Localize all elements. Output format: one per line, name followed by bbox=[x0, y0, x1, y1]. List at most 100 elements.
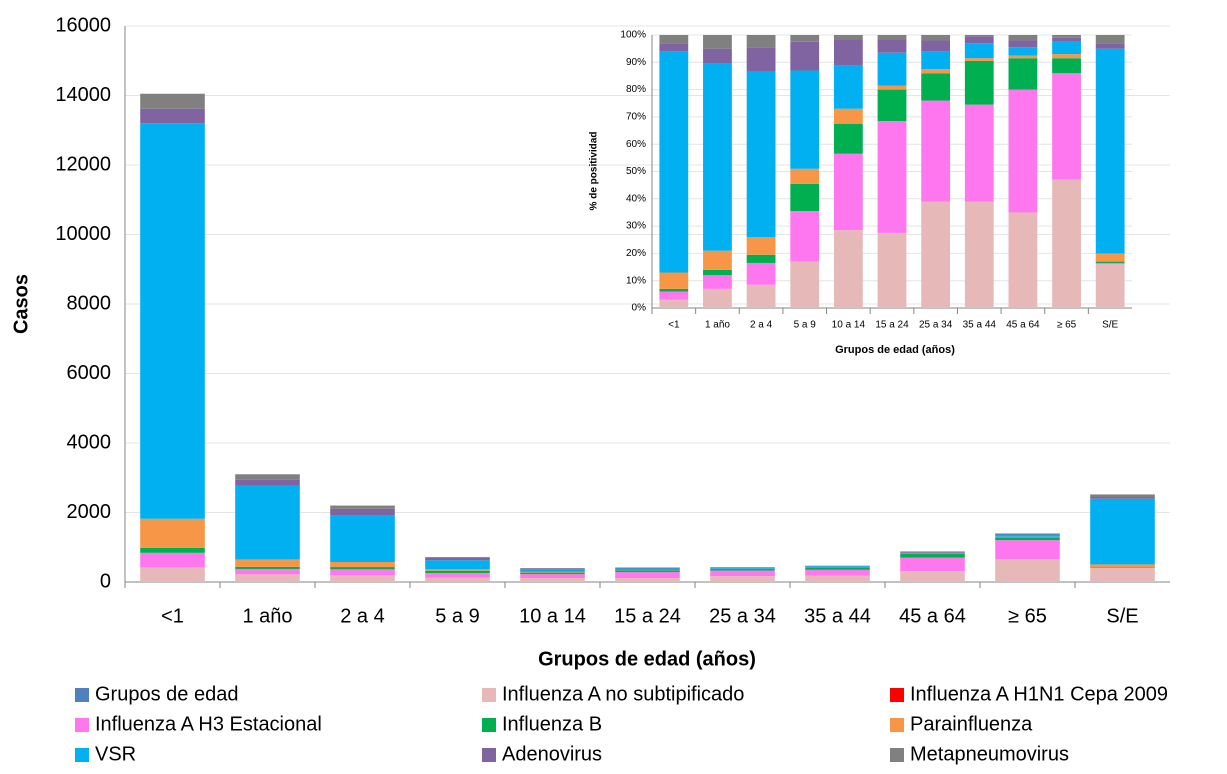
bar-segment bbox=[615, 570, 680, 573]
bar-segment bbox=[921, 40, 951, 52]
bar-segment bbox=[1052, 58, 1081, 74]
bar-segment bbox=[833, 153, 863, 231]
bar-segment bbox=[659, 299, 689, 308]
y-tick-label: 10000 bbox=[55, 223, 111, 245]
bar-segment bbox=[921, 201, 951, 308]
bar-segment bbox=[921, 51, 951, 70]
bar-segment bbox=[140, 518, 205, 548]
bar-segment bbox=[710, 569, 775, 571]
bar-segment bbox=[425, 570, 490, 574]
y-tick-label: 80% bbox=[626, 84, 646, 95]
bar-segment bbox=[1090, 498, 1155, 565]
bar-segment bbox=[140, 123, 205, 519]
bar-segment bbox=[921, 100, 951, 202]
bar-segment bbox=[520, 578, 585, 582]
bar-segment bbox=[805, 569, 870, 576]
bar-segment bbox=[710, 576, 775, 582]
bar-segment bbox=[746, 254, 776, 263]
bar-segment bbox=[921, 73, 951, 101]
legend-swatch bbox=[75, 748, 89, 762]
y-tick-label: 0% bbox=[632, 303, 647, 314]
bar-segment bbox=[790, 35, 820, 42]
bar-segment bbox=[746, 262, 776, 285]
bar-segment bbox=[877, 52, 907, 86]
bar-segment bbox=[1095, 48, 1125, 254]
legend-swatch bbox=[890, 748, 904, 762]
x-tick-label: S/E bbox=[1106, 605, 1138, 627]
legend-label: VSR bbox=[95, 743, 136, 765]
bar-segment bbox=[615, 568, 680, 571]
bar-segment bbox=[1008, 89, 1038, 213]
bar-segment bbox=[995, 559, 1060, 582]
y-tick-label: 90% bbox=[626, 57, 646, 68]
bar-segment bbox=[425, 573, 490, 578]
x-tick-label: S/E bbox=[1102, 320, 1118, 331]
bar-segment bbox=[710, 570, 775, 577]
bar-segment bbox=[1008, 35, 1038, 41]
legend-swatch bbox=[75, 718, 89, 732]
bar-segment bbox=[790, 261, 820, 308]
x-tick-label: ≥ 65 bbox=[1057, 320, 1077, 331]
bar-segment bbox=[1008, 212, 1038, 308]
bar-segment bbox=[235, 485, 300, 560]
bar-segment bbox=[330, 569, 395, 576]
bar-segment bbox=[833, 123, 863, 154]
y-tick-label: 10% bbox=[626, 275, 646, 286]
bar-segment bbox=[710, 567, 775, 569]
bar-segment bbox=[964, 36, 994, 44]
bar-segment bbox=[964, 58, 994, 61]
bar-segment bbox=[425, 560, 490, 570]
bar-segment bbox=[900, 552, 965, 553]
bar-segment bbox=[659, 51, 689, 273]
bar-segment bbox=[703, 275, 732, 289]
bar-segment bbox=[520, 569, 585, 572]
x-tick-label: <1 bbox=[161, 605, 184, 627]
x-tick-label: 35 a 44 bbox=[963, 320, 997, 331]
legend-swatch bbox=[890, 688, 904, 702]
x-tick-label: 35 a 44 bbox=[804, 605, 871, 627]
bar-segment bbox=[900, 551, 965, 553]
bar-segment bbox=[746, 71, 776, 238]
x-tick-label: 10 a 14 bbox=[519, 605, 586, 627]
bar-segment bbox=[746, 237, 776, 255]
bar-segment bbox=[964, 60, 994, 105]
legend-swatch bbox=[482, 748, 496, 762]
bar-segment bbox=[703, 63, 732, 251]
bar-segment bbox=[425, 569, 490, 571]
bar-segment bbox=[746, 35, 776, 48]
bar-segment bbox=[520, 568, 585, 570]
bar-segment bbox=[790, 168, 820, 184]
bar-segment bbox=[1090, 564, 1155, 568]
y-tick-label: 40% bbox=[626, 193, 646, 204]
bar-segment bbox=[520, 571, 585, 573]
bar-segment bbox=[995, 540, 1060, 560]
bar-segment bbox=[833, 35, 863, 40]
bar-segment bbox=[1095, 261, 1125, 263]
bar-segment bbox=[1052, 54, 1081, 59]
bar-segment bbox=[790, 41, 820, 71]
bar-segment bbox=[140, 547, 205, 553]
x-tick-label: 2 a 4 bbox=[750, 320, 773, 331]
bar-segment bbox=[1090, 567, 1155, 582]
legend-label: Adenovirus bbox=[502, 743, 602, 765]
bar-segment bbox=[900, 554, 965, 558]
bar-segment bbox=[235, 566, 300, 569]
x-tick-label: ≥ 65 bbox=[1008, 605, 1047, 627]
x-axis-title: Grupos de edad (años) bbox=[538, 648, 756, 670]
y-tick-label: 2000 bbox=[67, 501, 112, 523]
x-axis-title: Grupos de edad (años) bbox=[835, 344, 955, 356]
bar-segment bbox=[140, 567, 205, 582]
x-tick-label: <1 bbox=[668, 320, 680, 331]
y-tick-label: 16000 bbox=[55, 14, 111, 36]
bar-segment bbox=[746, 47, 776, 72]
y-tick-label: 50% bbox=[626, 166, 646, 177]
bar-segment bbox=[659, 272, 689, 289]
y-tick-label: 100% bbox=[620, 30, 646, 41]
y-tick-label: 8000 bbox=[67, 292, 112, 314]
x-tick-label: 1 año bbox=[705, 320, 730, 331]
bar-segment bbox=[1052, 179, 1081, 308]
legend-label: Metapneumovirus bbox=[910, 743, 1069, 765]
bar-segment bbox=[703, 250, 732, 270]
bar-segment bbox=[1052, 35, 1081, 38]
bar-segment bbox=[615, 572, 680, 579]
